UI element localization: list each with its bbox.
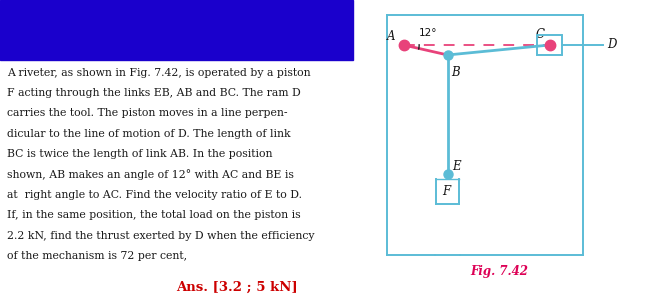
Text: at  right angle to AC. Find the velocity ratio of E to D.: at right angle to AC. Find the velocity … (7, 190, 303, 200)
Text: A: A (388, 30, 396, 43)
Text: carries the tool. The piston moves in a line perpen-: carries the tool. The piston moves in a … (7, 108, 288, 118)
Text: A riveter, as shown in Fig. 7.42, is operated by a piston: A riveter, as shown in Fig. 7.42, is ope… (7, 68, 311, 77)
Text: shown, AB makes an angle of 12° with AC and BE is: shown, AB makes an angle of 12° with AC … (7, 169, 294, 180)
Text: Fig. 7.42: Fig. 7.42 (470, 265, 528, 278)
Text: 2.2 kN, find the thrust exerted by D when the efficiency: 2.2 kN, find the thrust exerted by D whe… (7, 231, 315, 241)
Text: D: D (607, 38, 617, 52)
Text: F: F (442, 185, 450, 198)
Text: 12°: 12° (419, 28, 438, 38)
Text: F acting through the links EB, AB and BC. The ram D: F acting through the links EB, AB and BC… (7, 88, 301, 98)
Text: BC is twice the length of link AB. In the position: BC is twice the length of link AB. In th… (7, 149, 273, 159)
Bar (537, 35, 562, 55)
Text: If, in the same position, the total load on the piston is: If, in the same position, the total load… (7, 210, 301, 220)
Text: B: B (451, 66, 460, 80)
Text: Ans. [3.2 ; 5 kN]: Ans. [3.2 ; 5 kN] (176, 281, 298, 294)
Text: E: E (453, 160, 461, 172)
Text: dicular to the line of motion of D. The length of link: dicular to the line of motion of D. The … (7, 129, 291, 139)
Text: of the mechanism is 72 per cent,: of the mechanism is 72 per cent, (7, 251, 188, 261)
Text: C: C (535, 28, 544, 41)
Bar (0, 0, 353, 60)
